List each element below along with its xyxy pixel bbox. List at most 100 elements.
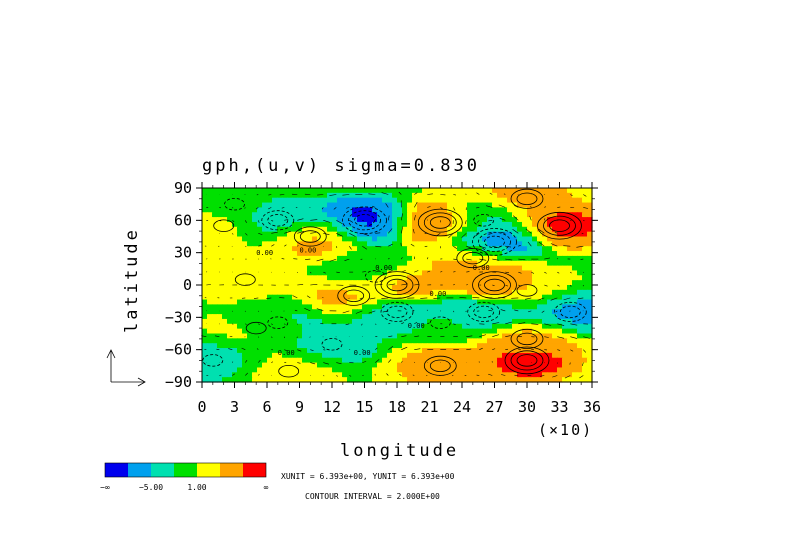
- heat-cell: [362, 372, 368, 378]
- heat-cell: [502, 241, 508, 247]
- heat-cell: [357, 265, 363, 272]
- wind-vector: [375, 270, 380, 273]
- heat-cell: [522, 265, 528, 272]
- heat-cell: [252, 197, 258, 204]
- heat-cell: [227, 270, 233, 276]
- heat-cell: [222, 251, 228, 257]
- heat-cell: [517, 309, 523, 315]
- heat-cell: [247, 260, 253, 267]
- heat-cell: [562, 362, 568, 369]
- heat-cell: [562, 343, 568, 349]
- heat-cell: [442, 221, 448, 228]
- heat-cell: [487, 348, 493, 354]
- heat-cell: [432, 314, 438, 320]
- heat-cell: [287, 289, 293, 296]
- heat-cell: [422, 289, 428, 296]
- heat-cell: [262, 217, 268, 223]
- heat-cell: [487, 280, 493, 286]
- heat-cell: [242, 197, 248, 204]
- heat-cell: [572, 352, 578, 359]
- heat-cell: [567, 265, 573, 272]
- heat-cell: [262, 221, 268, 228]
- heat-cell: [207, 246, 213, 252]
- heat-cell: [332, 236, 338, 242]
- heat-cell: [457, 236, 463, 242]
- wind-vector: [476, 220, 480, 223]
- heat-cell: [277, 314, 283, 320]
- heat-cell: [432, 241, 438, 247]
- heat-cell: [477, 270, 483, 276]
- heat-cell: [307, 255, 313, 262]
- heat-cell: [297, 236, 303, 242]
- heat-cell: [562, 333, 568, 339]
- heat-cell: [552, 328, 558, 335]
- contour-label: 0.00: [375, 264, 392, 272]
- heat-cell: [467, 299, 473, 305]
- heat-cell: [542, 207, 548, 213]
- heat-cell: [202, 270, 208, 276]
- heat-cell: [277, 323, 283, 330]
- heat-cell: [237, 294, 243, 301]
- heat-cell: [372, 280, 378, 286]
- heat-cell: [337, 236, 343, 242]
- heat-cell: [432, 192, 438, 199]
- heat-cell: [437, 255, 443, 262]
- heat-cell: [527, 265, 533, 272]
- contour-label: 0.00: [430, 290, 447, 298]
- heat-cell: [202, 217, 208, 223]
- heat-cell: [322, 241, 328, 247]
- heat-cell: [397, 275, 403, 281]
- heat-cell: [377, 231, 383, 238]
- heat-cell: [292, 275, 298, 281]
- heat-cell: [367, 226, 373, 233]
- wind-vector: [297, 218, 304, 221]
- heat-cell: [262, 188, 268, 194]
- heat-cell: [417, 212, 423, 218]
- heat-cell: [297, 251, 303, 257]
- heat-cell: [507, 372, 513, 378]
- heat-cell: [507, 333, 513, 339]
- heat-cell: [392, 285, 398, 291]
- heat-cell: [412, 221, 418, 228]
- heat-cell: [247, 314, 253, 320]
- heat-cell: [567, 357, 573, 364]
- heat-cell: [532, 275, 538, 281]
- heat-cell: [202, 221, 208, 228]
- heat-cell: [282, 280, 288, 286]
- heat-cell: [427, 217, 433, 223]
- heat-cell: [292, 251, 298, 257]
- heat-cell: [257, 212, 263, 218]
- heat-cell: [517, 231, 523, 238]
- heat-cell: [497, 372, 503, 378]
- heat-cell: [527, 328, 533, 335]
- heat-cell: [272, 241, 278, 247]
- heat-cell: [457, 202, 463, 208]
- heat-cell: [517, 270, 523, 276]
- heat-cell: [582, 304, 588, 310]
- heat-cell: [587, 221, 593, 228]
- heat-cell: [387, 192, 393, 199]
- heat-cell: [537, 318, 543, 325]
- heat-cell: [462, 343, 468, 349]
- heat-cell: [262, 202, 268, 208]
- heat-cell: [247, 333, 253, 339]
- heat-cell: [292, 304, 298, 310]
- heat-cell: [542, 333, 548, 339]
- heat-cell: [262, 362, 268, 369]
- heat-cell: [412, 241, 418, 247]
- heat-cell: [547, 280, 553, 286]
- heat-cell: [382, 367, 388, 373]
- heat-cell: [202, 338, 208, 344]
- heat-cell: [472, 328, 478, 335]
- heat-cell: [502, 304, 508, 310]
- heat-cell: [547, 207, 553, 213]
- heat-cell: [502, 197, 508, 204]
- heat-cell: [537, 314, 543, 320]
- heat-cell: [427, 265, 433, 272]
- heat-cell: [572, 328, 578, 335]
- heat-cell: [307, 192, 313, 199]
- heat-cell: [582, 260, 588, 267]
- heat-cell: [502, 294, 508, 301]
- heat-cell: [347, 348, 353, 354]
- heat-cell: [287, 328, 293, 335]
